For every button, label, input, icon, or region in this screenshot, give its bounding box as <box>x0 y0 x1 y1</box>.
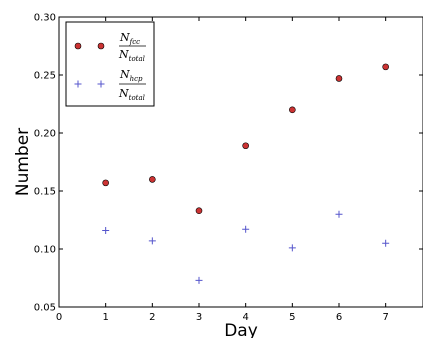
legend-hcp-marker <box>97 80 105 88</box>
hcp-point <box>335 210 343 218</box>
y-tick-label: 0.25 <box>34 71 56 82</box>
fcc-point <box>335 75 343 82</box>
fcc-point <box>149 176 156 183</box>
legend: Nfcc Ntotal Nhcp Ntotal <box>65 21 155 107</box>
x-tick-label: 0 <box>56 312 62 323</box>
y-axis-title: Number <box>13 128 33 196</box>
x-tick-label: 4 <box>242 312 248 323</box>
fcc-point <box>382 63 389 71</box>
fcc-point <box>195 207 203 215</box>
legend-box <box>65 21 155 107</box>
hcp-point <box>242 225 250 233</box>
x-tick-label: 3 <box>196 312 202 323</box>
hcp-point <box>102 226 110 234</box>
fcc-point <box>242 142 249 150</box>
hcp-point <box>288 244 296 252</box>
x-tick-label: 6 <box>336 312 342 323</box>
legend-fcc-denominator: Ntotal <box>118 48 145 63</box>
x-tick-label: 1 <box>102 312 108 323</box>
hcp-point <box>148 237 156 245</box>
y-tick-label: 0.30 <box>34 13 56 24</box>
x-tick-label: 7 <box>382 312 388 323</box>
x-axis-title: Day <box>224 321 258 338</box>
hcp-point <box>195 276 203 284</box>
legend-fcc-marker <box>97 42 105 50</box>
x-tick-label: 5 <box>289 312 295 323</box>
y-tick-label: 0.05 <box>34 303 56 314</box>
fcc-point <box>102 179 109 187</box>
y-tick-label: 0.15 <box>34 187 56 198</box>
y-tick-label: 0.20 <box>34 129 56 140</box>
y-tick-label: 0.10 <box>34 245 56 256</box>
x-tick-label: 2 <box>149 312 155 323</box>
legend-hcp-denominator: Ntotal <box>118 87 145 102</box>
fcc-point <box>289 106 296 114</box>
legend-hcp-numerator: Nhcp <box>119 68 143 83</box>
legend-fcc-numerator: Nfcc <box>119 31 140 46</box>
y-axis-ticks: 0.05 0.10 0.15 0.20 0.25 0.30 <box>34 13 423 314</box>
x-axis-ticks: 0 1 2 3 4 5 6 7 <box>56 17 389 323</box>
legend-hcp-marker <box>74 80 82 88</box>
data-points <box>102 63 390 284</box>
hcp-point <box>382 239 390 247</box>
legend-fcc-marker <box>74 42 82 50</box>
